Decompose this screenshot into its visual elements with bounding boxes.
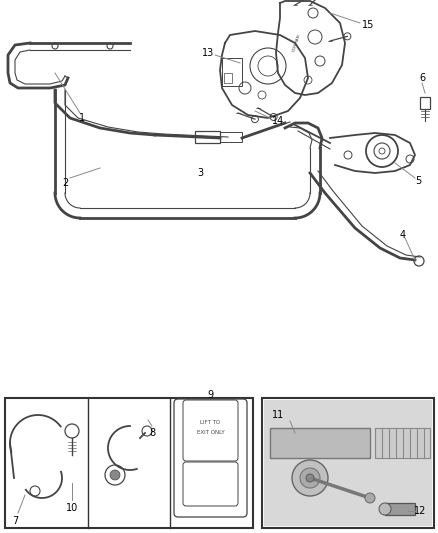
Text: 1: 1: [79, 113, 85, 123]
Bar: [222, 58, 241, 86]
Bar: [269, 428, 369, 458]
Circle shape: [110, 470, 120, 480]
Text: DORMAN: DORMAN: [292, 34, 301, 52]
Circle shape: [291, 460, 327, 496]
Text: 9: 9: [207, 390, 213, 400]
Bar: [384, 503, 414, 515]
Bar: [419, 97, 429, 109]
Circle shape: [299, 468, 319, 488]
Text: 11: 11: [271, 410, 283, 420]
Bar: [223, 73, 231, 83]
Bar: [374, 428, 429, 458]
Text: 12: 12: [413, 506, 425, 516]
Text: 14: 14: [271, 116, 283, 126]
Bar: [263, 400, 431, 526]
Text: LIFT TO: LIFT TO: [200, 421, 220, 425]
Bar: [261, 398, 433, 528]
Text: 5: 5: [414, 176, 420, 186]
Circle shape: [305, 474, 313, 482]
Text: 3: 3: [197, 168, 203, 178]
Text: 10: 10: [66, 503, 78, 513]
Text: 15: 15: [361, 20, 373, 30]
Bar: [219, 132, 241, 142]
Text: 13: 13: [201, 48, 214, 58]
Text: EXIT ONLY: EXIT ONLY: [196, 431, 224, 435]
Text: 2: 2: [62, 178, 68, 188]
Text: 8: 8: [148, 428, 155, 438]
Circle shape: [378, 503, 390, 515]
Bar: [5, 398, 252, 528]
Text: 7: 7: [12, 516, 18, 526]
Bar: [194, 131, 219, 143]
Text: 6: 6: [418, 73, 424, 83]
Circle shape: [364, 493, 374, 503]
Text: 4: 4: [399, 230, 405, 240]
